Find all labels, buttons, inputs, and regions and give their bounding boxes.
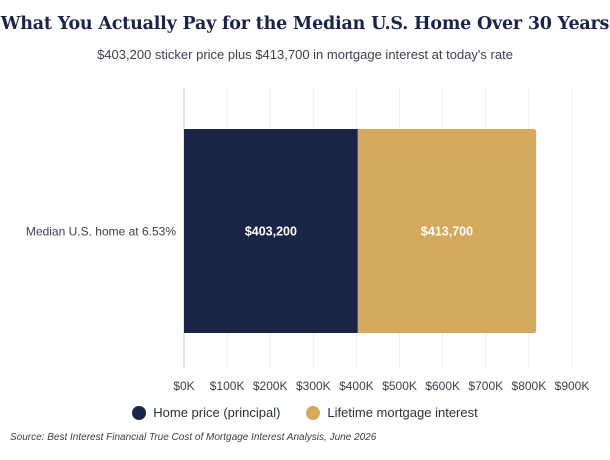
legend: Home price (principal) Lifetime mortgage… [0, 405, 610, 420]
x-tick-label: $800K [512, 379, 547, 393]
data-label-interest: $413,700 [421, 225, 473, 239]
chart-title: What You Actually Pay for the Median U.S… [0, 14, 610, 34]
legend-item-principal: Home price (principal) [132, 405, 280, 420]
chart-subtitle: $403,200 sticker price plus $413,700 in … [97, 47, 513, 62]
x-tick-label: $200K [253, 379, 288, 393]
x-tick-label: $100K [210, 379, 245, 393]
y-category-label: Median U.S. home at 6.53% [26, 225, 176, 239]
bar-segment-principal [184, 129, 358, 333]
bar-segment-interest [357, 129, 537, 333]
x-tick-label: $500K [382, 379, 417, 393]
x-tick-label: $400K [339, 379, 374, 393]
x-tick-label: $600K [425, 379, 460, 393]
source-note: Source: Best Interest Financial True Cos… [10, 432, 377, 443]
legend-label-principal: Home price (principal) [153, 405, 281, 420]
legend-swatch-interest [306, 405, 321, 420]
legend-swatch-principal [132, 405, 147, 420]
chart-area: $0K $100K $200K $300K $400K $500K $600K $700K $8… [26, 88, 590, 393]
x-tick-label: $0K [173, 379, 194, 393]
x-tick-label: $900K [555, 379, 590, 393]
legend-item-interest: Lifetime mortgage interest [306, 405, 478, 420]
data-label-principal: $403,200 [245, 225, 297, 239]
legend-label-interest: Lifetime mortgage interest [327, 405, 478, 420]
x-tick-label: $700K [468, 379, 503, 393]
x-tick-label: $300K [296, 379, 331, 393]
